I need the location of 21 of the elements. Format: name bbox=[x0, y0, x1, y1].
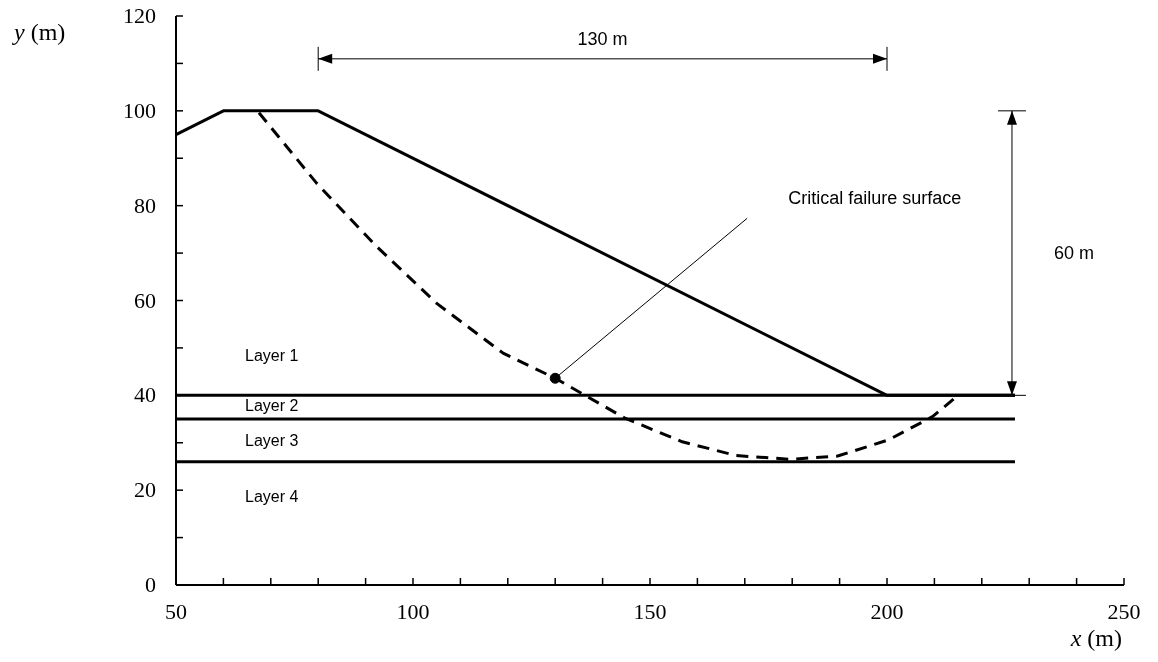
x-axis-title: x (m) bbox=[1069, 625, 1122, 651]
annotation: Layer 1 bbox=[245, 347, 299, 365]
annotation: Critical failure surface bbox=[788, 188, 962, 209]
x-tick-label: 50 bbox=[165, 599, 187, 624]
x-tick-label: 150 bbox=[633, 599, 667, 624]
y-tick-label: 100 bbox=[123, 97, 156, 123]
y-tick-label: 120 bbox=[123, 3, 156, 28]
y-axis-title: y (m) bbox=[12, 19, 66, 45]
y-tick-label: 40 bbox=[134, 382, 156, 408]
annotation: 130 m bbox=[577, 28, 628, 49]
annotation: Layer 2 bbox=[245, 397, 299, 415]
y-tick-label: 60 bbox=[134, 287, 156, 313]
y-tick-label: 0 bbox=[145, 572, 156, 597]
x-tick-label: 100 bbox=[396, 599, 430, 624]
y-tick-label: 80 bbox=[134, 192, 156, 218]
annotation: Layer 4 bbox=[245, 487, 299, 505]
x-tick-label: 250 bbox=[1107, 599, 1141, 624]
x-tick-label: 200 bbox=[870, 599, 904, 624]
annotation: Layer 3 bbox=[245, 432, 299, 450]
annotation: 60 m bbox=[1053, 243, 1095, 264]
y-tick-label: 20 bbox=[134, 477, 156, 503]
